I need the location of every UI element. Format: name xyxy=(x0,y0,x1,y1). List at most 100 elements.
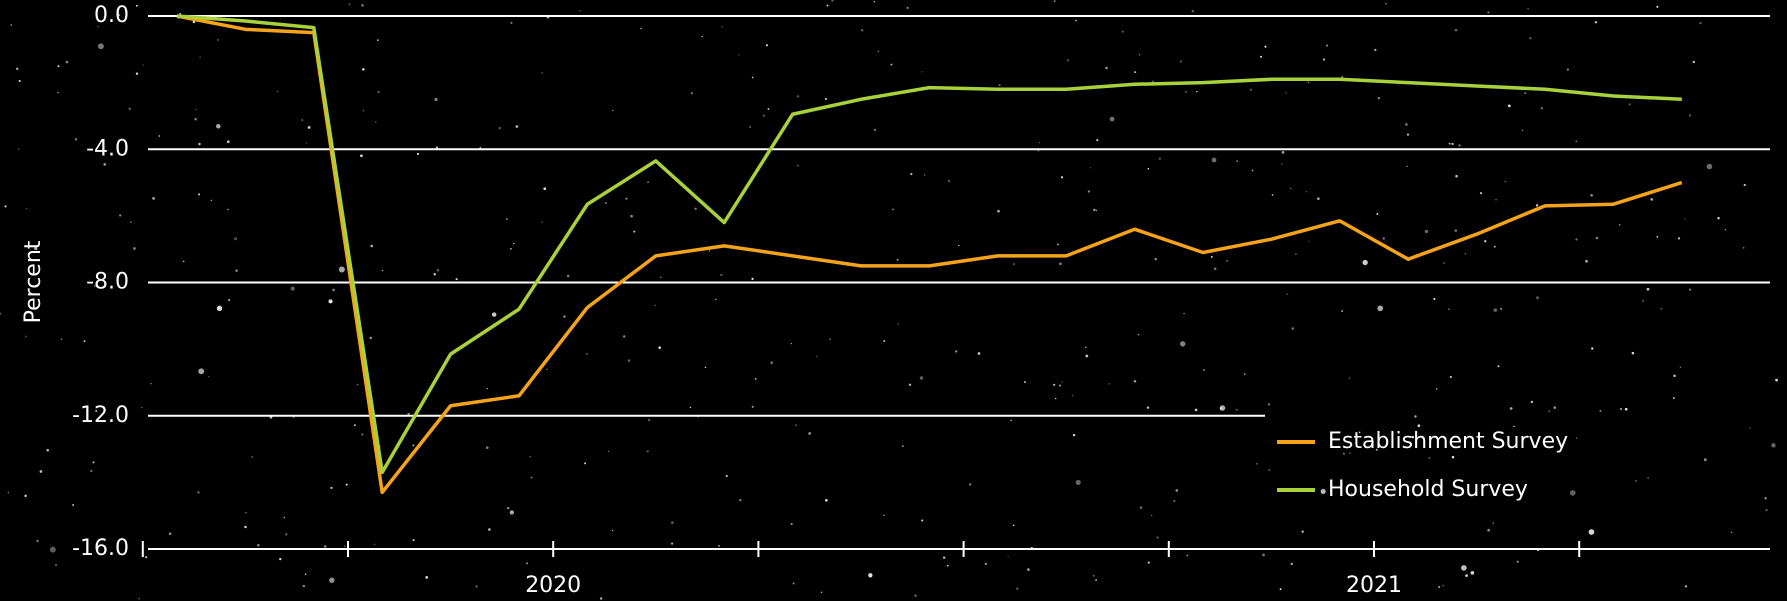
star xyxy=(1213,267,1217,271)
star xyxy=(640,27,642,30)
star xyxy=(1271,194,1274,196)
star xyxy=(1007,556,1009,558)
star xyxy=(1152,80,1154,83)
star xyxy=(921,519,924,522)
star xyxy=(498,126,501,130)
star xyxy=(1095,209,1098,212)
star xyxy=(1290,562,1293,566)
star xyxy=(883,340,886,343)
star xyxy=(647,181,649,183)
star xyxy=(348,3,351,6)
star xyxy=(1291,327,1295,330)
star xyxy=(1375,448,1378,451)
star xyxy=(1249,88,1252,91)
star xyxy=(515,125,519,128)
star xyxy=(168,532,172,536)
star xyxy=(584,462,587,465)
star xyxy=(923,174,926,176)
star xyxy=(74,138,78,141)
star xyxy=(1424,229,1429,234)
star xyxy=(1341,310,1344,313)
star xyxy=(1624,407,1628,411)
star xyxy=(216,305,223,312)
star xyxy=(1121,30,1124,33)
star xyxy=(1059,262,1062,266)
star xyxy=(1465,574,1468,578)
star xyxy=(671,521,674,524)
star xyxy=(1535,296,1540,300)
star xyxy=(370,244,374,248)
star xyxy=(94,285,96,287)
star xyxy=(192,20,196,24)
star xyxy=(765,44,769,47)
star xyxy=(97,43,104,50)
star xyxy=(1451,142,1454,146)
star xyxy=(1377,305,1384,312)
star xyxy=(1548,410,1551,413)
star xyxy=(150,383,152,385)
star xyxy=(604,202,607,205)
star xyxy=(1376,212,1379,215)
star xyxy=(1435,388,1438,390)
star xyxy=(455,278,458,281)
star xyxy=(1262,553,1265,557)
star xyxy=(1057,243,1059,246)
star xyxy=(946,564,949,567)
star xyxy=(362,68,365,71)
star xyxy=(290,286,295,291)
star xyxy=(1256,462,1258,465)
star xyxy=(1479,192,1483,195)
star xyxy=(142,64,145,66)
star xyxy=(235,269,238,272)
star xyxy=(434,97,438,102)
star xyxy=(1151,514,1153,517)
star xyxy=(1012,262,1016,266)
star xyxy=(914,594,917,597)
star xyxy=(790,523,793,526)
star xyxy=(356,383,359,386)
star xyxy=(283,516,286,519)
star xyxy=(1095,579,1098,582)
star xyxy=(997,209,1000,213)
star xyxy=(739,499,742,502)
star xyxy=(18,79,21,83)
star xyxy=(1147,561,1150,564)
star xyxy=(360,154,363,158)
star xyxy=(1341,75,1344,79)
star xyxy=(1147,167,1150,170)
star xyxy=(1180,341,1186,347)
star xyxy=(1656,5,1659,8)
star xyxy=(1281,150,1285,154)
star xyxy=(1158,157,1162,160)
star xyxy=(824,97,828,101)
star xyxy=(1724,229,1727,231)
star xyxy=(942,556,946,559)
star xyxy=(198,142,201,146)
series-line xyxy=(176,14,1683,495)
star xyxy=(1377,97,1380,100)
star xyxy=(1628,103,1631,106)
y-tick-label: 0.0 xyxy=(94,3,129,28)
star xyxy=(630,214,633,218)
x-year-label: 2020 xyxy=(525,573,581,598)
star xyxy=(1366,487,1369,489)
star xyxy=(796,95,800,98)
star xyxy=(1173,499,1176,503)
star xyxy=(479,146,482,149)
star xyxy=(197,491,200,494)
star xyxy=(509,510,515,515)
y-tick-label: -4.0 xyxy=(86,136,129,161)
star xyxy=(257,544,260,547)
star xyxy=(1449,375,1452,378)
star xyxy=(1179,60,1182,63)
star xyxy=(670,542,674,545)
star xyxy=(1451,455,1455,459)
star xyxy=(17,148,20,151)
star xyxy=(1350,492,1353,495)
star xyxy=(921,71,923,73)
star xyxy=(1455,174,1458,178)
star xyxy=(1259,55,1263,58)
star xyxy=(1591,347,1594,350)
